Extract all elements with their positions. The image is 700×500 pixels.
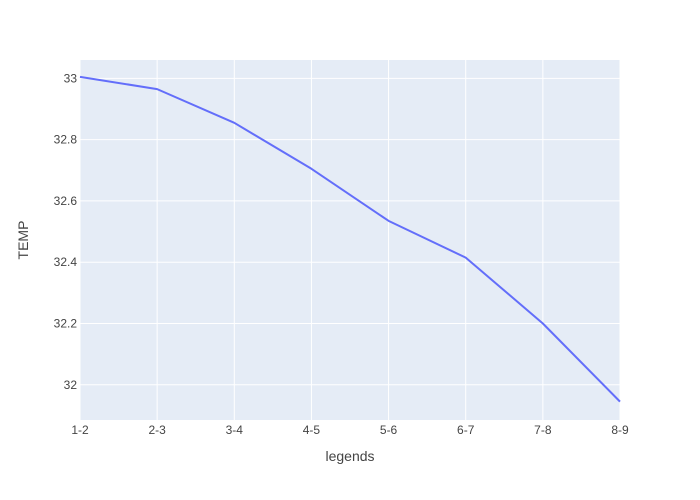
x-axis-title: legends — [325, 448, 374, 464]
x-tick-label: 8-9 — [611, 423, 629, 437]
x-tick-label: 1-2 — [71, 423, 89, 437]
y-tick-label: 32.4 — [54, 255, 78, 269]
x-tick-label: 2-3 — [148, 423, 166, 437]
x-tick-label: 4-5 — [303, 423, 321, 437]
x-axis-ticks: 1-2 2-3 3-4 4-5 5-6 6-7 7-8 8-9 — [71, 423, 629, 437]
x-tick-label: 5-6 — [380, 423, 398, 437]
series-layer — [79, 75, 621, 403]
plot-area — [80, 60, 620, 420]
y-axis-ticks: 32 32.2 32.4 32.6 32.8 33 — [54, 71, 78, 391]
x-tick-label: 3-4 — [226, 423, 244, 437]
x-tick-label: 6-7 — [457, 423, 475, 437]
grid — [79, 60, 621, 420]
series-line — [79, 75, 621, 403]
y-tick-label: 33 — [64, 71, 78, 85]
y-tick-label: 32.8 — [54, 133, 78, 147]
y-tick-label: 32.6 — [54, 194, 78, 208]
x-tick-label: 7-8 — [534, 423, 552, 437]
y-tick-label: 32.2 — [54, 316, 78, 330]
y-tick-label: 32 — [64, 378, 78, 392]
y-axis-title: TEMP — [15, 221, 31, 260]
